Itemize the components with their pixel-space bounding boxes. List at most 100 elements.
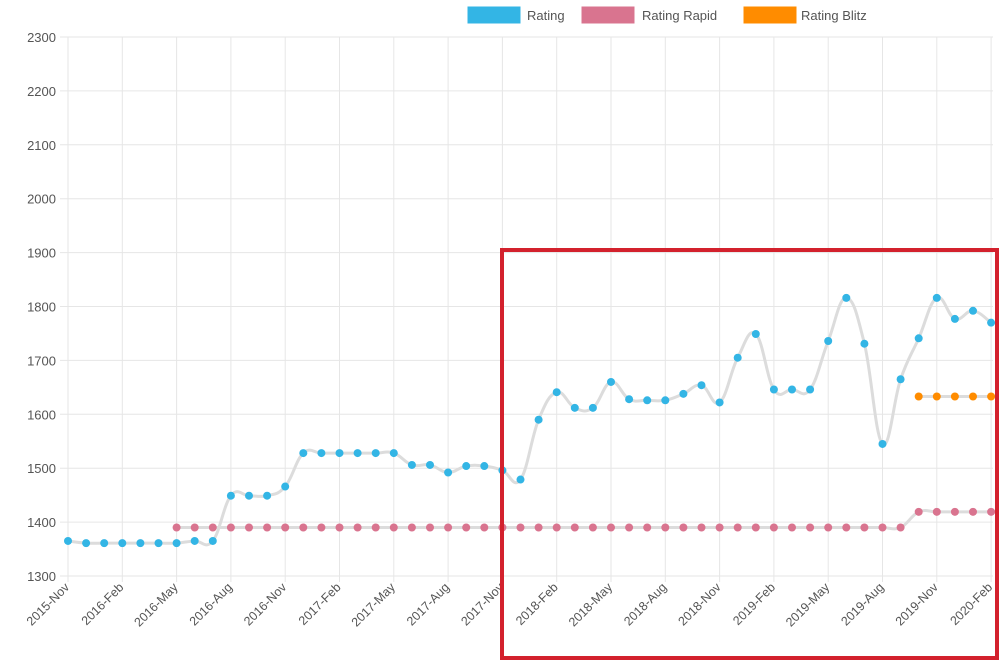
legend-swatch[interactable] — [467, 6, 521, 24]
data-point[interactable] — [353, 523, 362, 532]
data-point[interactable] — [987, 507, 996, 516]
data-point[interactable] — [136, 539, 145, 548]
data-point[interactable] — [299, 449, 308, 458]
data-point[interactable] — [444, 468, 453, 477]
data-point[interactable] — [987, 318, 996, 327]
data-point[interactable] — [679, 389, 688, 398]
data-point[interactable] — [389, 523, 398, 532]
data-point[interactable] — [643, 523, 652, 532]
data-point[interactable] — [190, 523, 199, 532]
data-point[interactable] — [462, 523, 471, 532]
data-point[interactable] — [950, 314, 959, 323]
data-point[interactable] — [462, 462, 471, 471]
data-point[interactable] — [190, 536, 199, 545]
data-point[interactable] — [788, 385, 796, 394]
legend-swatch[interactable] — [581, 6, 635, 24]
data-point[interactable] — [969, 392, 977, 401]
data-point[interactable] — [389, 449, 398, 458]
data-point[interactable] — [733, 523, 742, 532]
data-point[interactable] — [534, 415, 543, 424]
data-point[interactable] — [969, 306, 977, 315]
data-point[interactable] — [751, 329, 760, 338]
data-point[interactable] — [697, 523, 706, 532]
data-point[interactable] — [172, 523, 181, 532]
data-point[interactable] — [896, 523, 905, 532]
legend-label[interactable]: Rating Rapid — [642, 8, 717, 23]
data-point[interactable] — [281, 523, 290, 532]
data-point[interactable] — [860, 523, 869, 532]
data-point[interactable] — [788, 523, 796, 532]
data-point[interactable] — [733, 353, 742, 362]
data-point[interactable] — [407, 460, 416, 469]
data-point[interactable] — [932, 507, 941, 516]
data-point[interactable] — [679, 523, 688, 532]
legend-swatch[interactable] — [743, 6, 797, 24]
data-point[interactable] — [751, 523, 760, 532]
data-point[interactable] — [407, 523, 416, 532]
data-point[interactable] — [969, 507, 977, 516]
data-point[interactable] — [661, 523, 670, 532]
legend-label[interactable]: Rating Blitz — [801, 8, 867, 23]
data-point[interactable] — [480, 462, 489, 471]
data-point[interactable] — [950, 392, 959, 401]
data-point[interactable] — [932, 293, 941, 302]
data-point[interactable] — [208, 523, 217, 532]
data-point[interactable] — [226, 523, 235, 532]
data-point[interactable] — [263, 523, 272, 532]
data-point[interactable] — [860, 339, 869, 348]
data-point[interactable] — [824, 523, 833, 532]
data-point[interactable] — [950, 507, 959, 516]
data-point[interactable] — [625, 395, 634, 404]
data-point[interactable] — [625, 523, 634, 532]
data-point[interactable] — [842, 523, 851, 532]
data-point[interactable] — [534, 523, 543, 532]
data-point[interactable] — [570, 403, 579, 412]
data-point[interactable] — [317, 523, 326, 532]
data-point[interactable] — [570, 523, 579, 532]
data-point[interactable] — [878, 439, 887, 448]
data-point[interactable] — [769, 523, 778, 532]
data-point[interactable] — [335, 523, 344, 532]
data-point[interactable] — [172, 539, 181, 548]
data-point[interactable] — [371, 523, 380, 532]
data-point[interactable] — [896, 375, 905, 384]
data-point[interactable] — [353, 449, 362, 458]
data-point[interactable] — [299, 523, 308, 532]
data-point[interactable] — [806, 523, 815, 532]
data-point[interactable] — [552, 523, 561, 532]
data-point[interactable] — [426, 523, 434, 532]
data-point[interactable] — [987, 392, 996, 401]
data-point[interactable] — [317, 449, 326, 458]
data-point[interactable] — [64, 536, 72, 545]
data-point[interactable] — [245, 491, 253, 500]
data-point[interactable] — [715, 398, 724, 407]
data-point[interactable] — [100, 539, 109, 548]
data-point[interactable] — [245, 523, 253, 532]
data-point[interactable] — [878, 523, 887, 532]
data-point[interactable] — [914, 334, 923, 343]
data-point[interactable] — [824, 336, 833, 345]
data-point[interactable] — [426, 460, 434, 469]
data-point[interactable] — [118, 539, 127, 548]
data-point[interactable] — [607, 377, 615, 386]
data-point[interactable] — [281, 482, 290, 491]
data-point[interactable] — [552, 388, 561, 397]
data-point[interactable] — [516, 523, 525, 532]
data-point[interactable] — [444, 523, 453, 532]
data-point[interactable] — [154, 539, 163, 548]
data-point[interactable] — [588, 523, 597, 532]
data-point[interactable] — [588, 403, 597, 412]
data-point[interactable] — [208, 536, 217, 545]
data-point[interactable] — [697, 381, 706, 390]
data-point[interactable] — [932, 392, 941, 401]
data-point[interactable] — [371, 449, 380, 458]
data-point[interactable] — [226, 491, 235, 500]
data-point[interactable] — [335, 449, 344, 458]
data-point[interactable] — [661, 396, 670, 405]
data-point[interactable] — [643, 396, 652, 405]
data-point[interactable] — [806, 385, 815, 394]
data-point[interactable] — [263, 491, 272, 500]
data-point[interactable] — [607, 523, 615, 532]
legend-label[interactable]: Rating — [527, 8, 565, 23]
data-point[interactable] — [82, 539, 91, 548]
